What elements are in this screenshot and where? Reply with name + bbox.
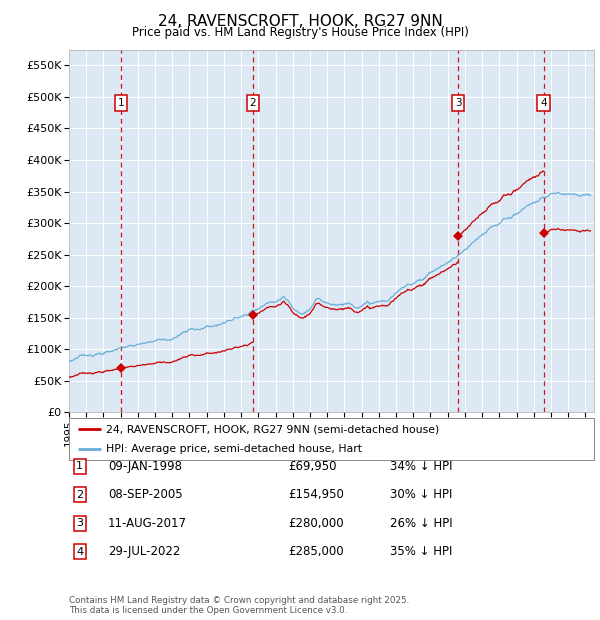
- Text: Contains HM Land Registry data © Crown copyright and database right 2025.
This d: Contains HM Land Registry data © Crown c…: [69, 596, 409, 615]
- Text: 29-JUL-2022: 29-JUL-2022: [108, 546, 181, 558]
- Text: 1: 1: [118, 98, 124, 108]
- Text: £285,000: £285,000: [288, 546, 344, 558]
- Text: 08-SEP-2005: 08-SEP-2005: [108, 489, 182, 501]
- Text: £69,950: £69,950: [288, 460, 337, 472]
- Text: £154,950: £154,950: [288, 489, 344, 501]
- Text: 2: 2: [76, 490, 83, 500]
- Text: 4: 4: [540, 98, 547, 108]
- Text: Price paid vs. HM Land Registry's House Price Index (HPI): Price paid vs. HM Land Registry's House …: [131, 26, 469, 39]
- Text: £280,000: £280,000: [288, 517, 344, 529]
- Text: 4: 4: [76, 547, 83, 557]
- Text: 24, RAVENSCROFT, HOOK, RG27 9NN: 24, RAVENSCROFT, HOOK, RG27 9NN: [158, 14, 442, 29]
- Text: 11-AUG-2017: 11-AUG-2017: [108, 517, 187, 529]
- Text: 09-JAN-1998: 09-JAN-1998: [108, 460, 182, 472]
- Text: 1: 1: [76, 461, 83, 471]
- Text: 24, RAVENSCROFT, HOOK, RG27 9NN (semi-detached house): 24, RAVENSCROFT, HOOK, RG27 9NN (semi-de…: [106, 424, 439, 434]
- Text: 30% ↓ HPI: 30% ↓ HPI: [390, 489, 452, 501]
- Text: 3: 3: [76, 518, 83, 528]
- Text: 34% ↓ HPI: 34% ↓ HPI: [390, 460, 452, 472]
- Text: 3: 3: [455, 98, 461, 108]
- Text: 2: 2: [250, 98, 256, 108]
- Text: HPI: Average price, semi-detached house, Hart: HPI: Average price, semi-detached house,…: [106, 444, 362, 454]
- Text: 26% ↓ HPI: 26% ↓ HPI: [390, 517, 452, 529]
- Text: 35% ↓ HPI: 35% ↓ HPI: [390, 546, 452, 558]
